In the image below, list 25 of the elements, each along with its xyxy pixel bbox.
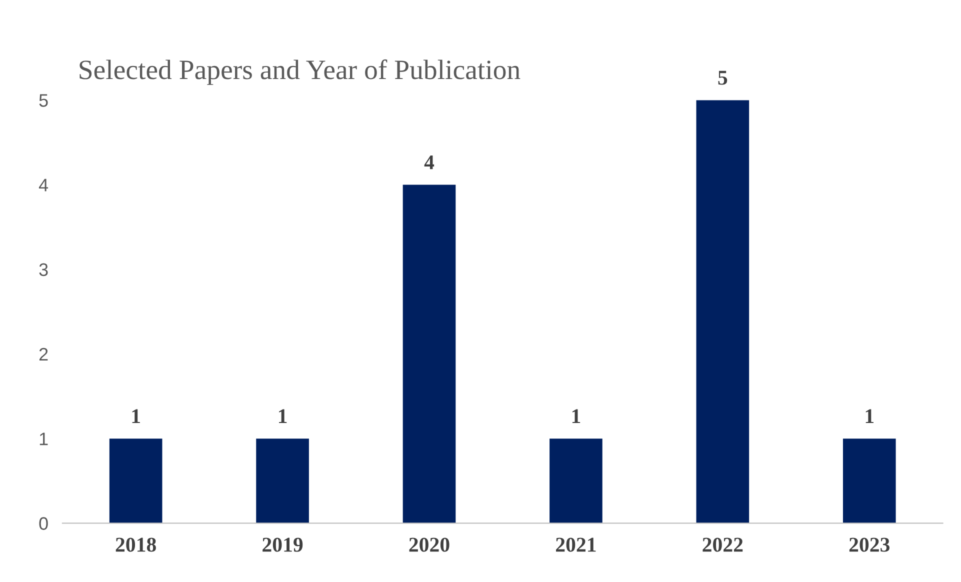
x-tick-label: 2021 [556, 538, 596, 552]
y-tick-label: 2 [39, 348, 48, 361]
bar [696, 100, 750, 524]
data-label: 1 [572, 409, 580, 424]
x-tick-label: 2018 [116, 538, 156, 552]
data-label: 1 [866, 409, 874, 424]
x-tick-label: 2023 [849, 538, 890, 552]
data-label: 5 [718, 70, 728, 85]
y-tick-label: 4 [38, 178, 48, 192]
bar [256, 438, 309, 524]
x-tick-label: 2022 [702, 538, 743, 552]
bar [402, 184, 456, 524]
bar [842, 438, 896, 524]
data-label: 4 [424, 155, 434, 170]
bar [550, 438, 602, 524]
chart-title: Selected Papers and Year of Publication [80, 59, 520, 85]
y-tick-label: 1 [40, 432, 48, 446]
y-tick-label: 0 [39, 517, 48, 530]
bar [109, 438, 162, 524]
y-tick-label: 5 [39, 94, 48, 107]
x-tick-label: 2019 [262, 538, 303, 552]
data-label: 1 [132, 409, 140, 424]
x-tick-label: 2020 [409, 538, 450, 552]
data-label: 1 [278, 409, 287, 424]
y-tick-label: 3 [39, 263, 48, 276]
